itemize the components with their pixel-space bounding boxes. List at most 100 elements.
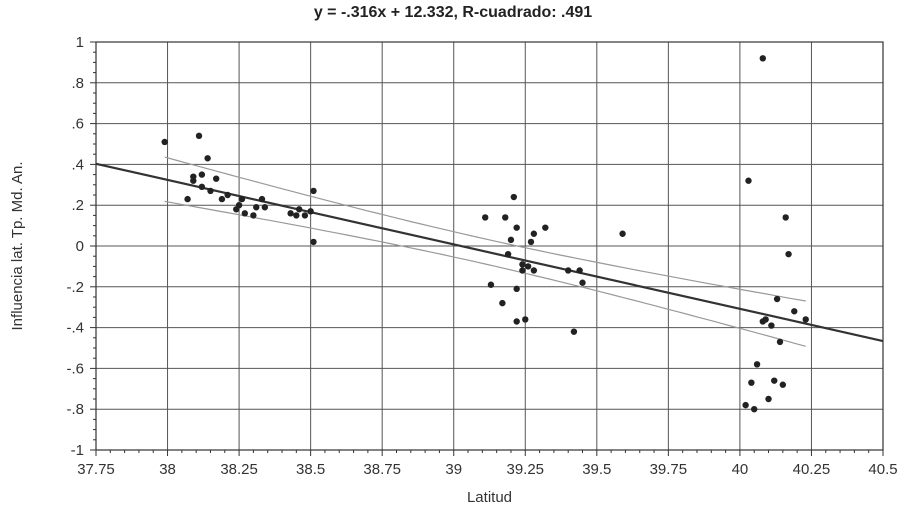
data-point — [253, 204, 260, 211]
data-points — [161, 55, 809, 413]
data-point — [530, 230, 538, 237]
data-point — [773, 295, 781, 303]
data-point — [576, 267, 583, 274]
x-tick-label: 40.5 — [868, 461, 897, 478]
x-tick-label: 39.25 — [506, 461, 544, 478]
data-point — [762, 316, 769, 323]
data-point — [195, 132, 203, 140]
data-point — [507, 236, 515, 244]
data-point — [779, 381, 787, 388]
data-point — [293, 212, 300, 219]
data-point — [212, 175, 220, 182]
data-point — [287, 210, 294, 217]
y-tick-label: -.2 — [66, 279, 84, 296]
data-point — [218, 195, 226, 203]
data-point — [579, 279, 586, 286]
confidence-band-upper — [164, 156, 806, 302]
data-point — [771, 377, 778, 384]
data-point — [250, 212, 257, 219]
data-point — [776, 338, 784, 346]
confidence-band-lower — [164, 200, 806, 347]
data-point — [161, 138, 168, 146]
data-point — [482, 214, 489, 221]
data-point — [519, 261, 526, 268]
regression-line-group — [95, 162, 884, 343]
data-point — [751, 406, 758, 413]
data-point — [295, 206, 303, 213]
y-tick-label: .4 — [71, 156, 84, 173]
data-point — [802, 316, 809, 323]
data-point — [224, 191, 231, 199]
data-point — [785, 250, 792, 258]
data-point — [510, 193, 518, 201]
x-tick-label: 40.25 — [793, 461, 831, 478]
data-point — [522, 316, 529, 323]
data-point — [198, 183, 206, 191]
data-point — [759, 55, 767, 62]
data-point — [565, 267, 572, 274]
x-tick-label: 37.75 — [77, 461, 115, 478]
data-point — [307, 208, 314, 215]
x-tick-label: 38.75 — [363, 461, 401, 478]
x-tick-label: 39.75 — [650, 461, 688, 478]
grid — [95, 41, 884, 451]
y-tick-label: .8 — [71, 75, 84, 92]
plot-frame — [95, 41, 884, 451]
data-point — [791, 308, 798, 315]
y-tick-label: -.8 — [66, 401, 84, 418]
y-tick-label: -.4 — [66, 320, 84, 337]
data-point — [258, 195, 266, 203]
data-point — [519, 267, 526, 274]
data-point — [499, 299, 506, 307]
data-point — [238, 195, 246, 203]
data-point — [261, 204, 269, 211]
y-axis-label: Influencia lat. Tp. Md. An. — [9, 162, 26, 331]
data-point — [204, 155, 211, 162]
data-point — [745, 177, 752, 184]
confidence-band — [164, 156, 806, 347]
x-tick-label: 38 — [159, 461, 176, 478]
data-point — [527, 238, 535, 246]
data-point — [513, 285, 520, 293]
data-point — [487, 281, 495, 288]
data-point — [241, 210, 249, 217]
data-point — [207, 187, 214, 195]
y-tick-label: -1 — [71, 442, 84, 459]
data-point — [504, 250, 512, 258]
data-point — [190, 177, 197, 184]
data-point — [198, 171, 206, 178]
x-axis-label: Latitud — [467, 489, 512, 506]
chart-title: y = -.316x + 12.332, R-cuadrado: .491 — [313, 4, 593, 21]
data-point — [742, 401, 749, 409]
regression-line — [95, 162, 884, 343]
y-tick-label: .6 — [71, 116, 84, 133]
data-point — [748, 379, 755, 386]
data-point — [782, 214, 789, 221]
data-point — [753, 361, 761, 368]
data-point — [301, 212, 309, 219]
x-tick-label: 39 — [445, 461, 462, 478]
data-point — [570, 328, 578, 335]
x-tick-label: 38.5 — [296, 461, 325, 478]
y-tick-label: -.6 — [66, 360, 84, 377]
y-tick-label: 1 — [76, 34, 84, 51]
data-point — [310, 187, 317, 195]
data-point — [765, 395, 772, 403]
data-point — [524, 263, 532, 270]
data-point — [768, 322, 775, 329]
data-point — [310, 238, 317, 246]
data-point — [619, 230, 626, 237]
data-point — [513, 224, 520, 231]
x-tick-label: 40 — [732, 461, 749, 478]
data-point — [184, 195, 191, 203]
x-tick-label: 39.5 — [582, 461, 611, 478]
data-point — [235, 202, 243, 209]
data-point — [542, 224, 549, 231]
data-point — [530, 267, 538, 274]
y-tick-label: 0 — [76, 238, 84, 255]
data-point — [513, 318, 520, 325]
y-tick-label: .2 — [71, 197, 84, 214]
x-tick-label: 38.25 — [220, 461, 258, 478]
tick-labels: 37.75 38 38.25 38.5 38.75 39 39.25 39.5 39.75 40 4… — [66, 34, 897, 478]
